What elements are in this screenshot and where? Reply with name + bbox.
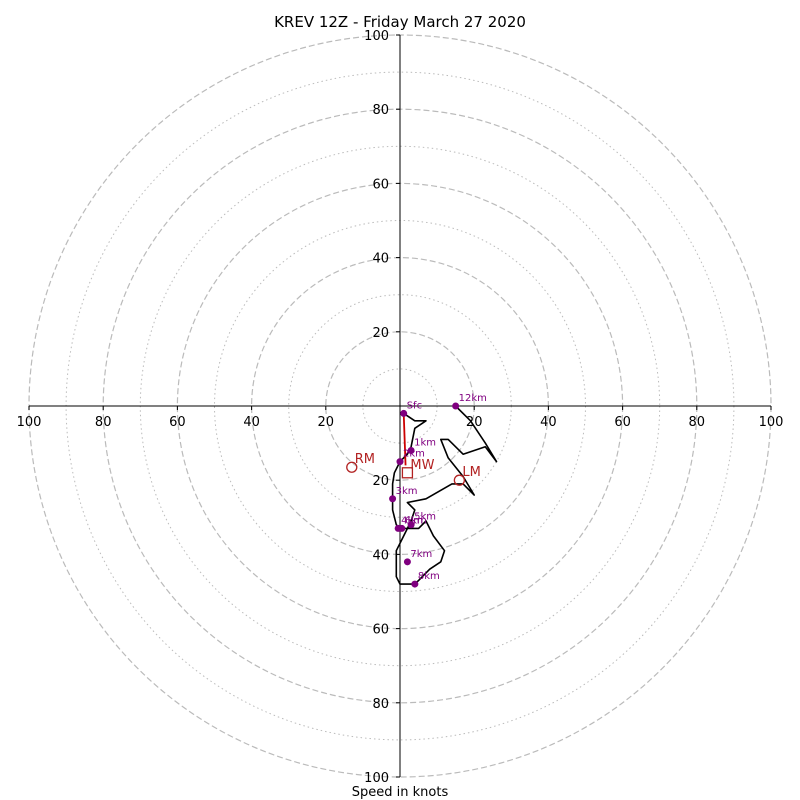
x-tick-label: 60 bbox=[169, 415, 186, 430]
height-marker-3km bbox=[389, 495, 397, 503]
x-tick-labels: 100 80 60 40 20 20 40 60 80 100 bbox=[17, 406, 784, 430]
storm-motion-label-lm: LM bbox=[462, 465, 480, 480]
height-marker-1km bbox=[407, 447, 415, 455]
height-label-3km: 3km bbox=[396, 486, 418, 497]
height-label-6km: 6km bbox=[405, 515, 427, 526]
height-marker-8km bbox=[411, 580, 419, 588]
storm-motion-marker-lm bbox=[453, 474, 466, 486]
axes bbox=[29, 35, 771, 777]
x-tick-label: 100 bbox=[759, 415, 784, 430]
height-label-sfc: Sfc bbox=[407, 400, 422, 411]
x-axis-label: Speed in knots bbox=[352, 785, 449, 800]
shear-vector-group bbox=[402, 413, 407, 466]
shear-vector-line bbox=[402, 413, 407, 466]
storm-motion-label-rm: RM bbox=[355, 452, 375, 467]
height-label-7km: 7km bbox=[410, 549, 432, 560]
chart-title: KREV 12Z - Friday March 27 2020 bbox=[274, 13, 526, 31]
storm-motion-label-mw: MW bbox=[410, 458, 434, 473]
height-label-1km: 1km bbox=[414, 438, 436, 449]
y-tick-label: 60 bbox=[372, 177, 389, 192]
y-tick-label: 100 bbox=[364, 771, 389, 786]
height-marker-7km bbox=[403, 558, 411, 566]
y-tick-labels: 100 80 60 40 20 20 40 60 80 100 bbox=[364, 29, 400, 786]
height-marker-6km bbox=[398, 524, 406, 532]
y-tick-label: 60 bbox=[372, 623, 389, 638]
x-tick-label: 40 bbox=[540, 415, 557, 430]
height-marker-sfc bbox=[400, 409, 408, 417]
height-label-8km: 8km bbox=[418, 571, 440, 582]
height-label-4km: 4km bbox=[401, 515, 423, 526]
y-tick-label: 80 bbox=[372, 103, 389, 118]
x-tick-label: 20 bbox=[318, 415, 335, 430]
x-tick-label: 100 bbox=[17, 415, 42, 430]
height-label-2km: 2km bbox=[403, 449, 425, 460]
storm-motion-marker-rm bbox=[346, 461, 358, 473]
height-label-5km: 5km bbox=[414, 512, 436, 523]
x-tick-label: 20 bbox=[466, 415, 483, 430]
y-tick-label: 80 bbox=[372, 697, 389, 712]
storm-motion-markers: RM LM MW bbox=[346, 452, 481, 486]
height-marker-5km bbox=[407, 521, 415, 529]
y-tick-label: 20 bbox=[372, 474, 389, 489]
x-tick-label: 40 bbox=[243, 415, 260, 430]
height-label-12km: 12km bbox=[459, 393, 487, 404]
height-marker-2km bbox=[396, 458, 404, 466]
y-tick-label: 100 bbox=[364, 29, 389, 44]
storm-motion-marker-mw bbox=[401, 467, 414, 479]
height-marker-12km bbox=[452, 402, 460, 410]
x-tick-label: 60 bbox=[614, 415, 631, 430]
x-tick-label: 80 bbox=[689, 415, 706, 430]
y-tick-label: 40 bbox=[372, 548, 389, 563]
x-tick-label: 80 bbox=[95, 415, 112, 430]
y-tick-label: 40 bbox=[372, 252, 389, 267]
y-tick-label: 20 bbox=[372, 326, 389, 341]
